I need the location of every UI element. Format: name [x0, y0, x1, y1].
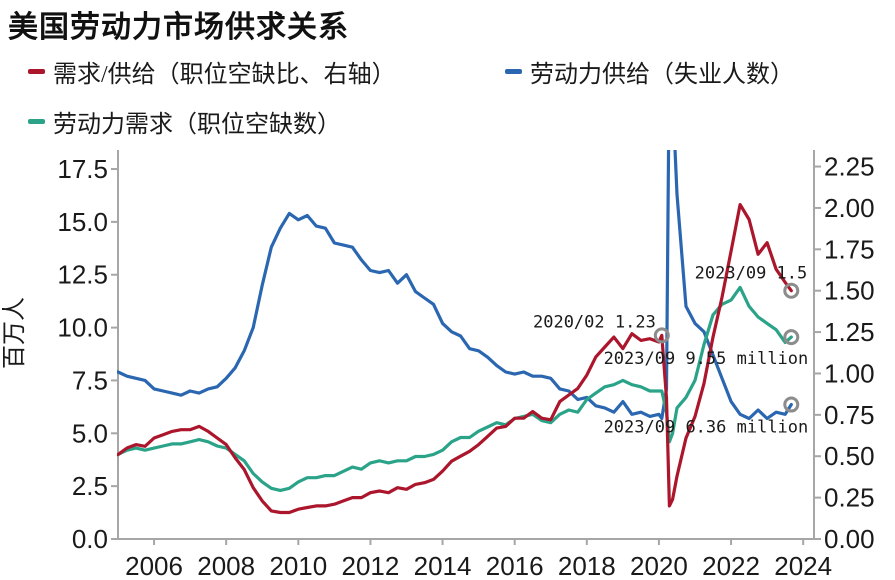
x-tick-label: 2008	[197, 551, 255, 580]
right-tick-label: 1.25	[824, 317, 875, 347]
left-tick-label: 12.5	[57, 260, 108, 290]
legend-dash-red-icon	[28, 69, 45, 74]
chart-title: 美国劳动力市场供求关系	[8, 11, 349, 44]
marker-ring	[783, 329, 800, 346]
annotation-label: 2023/09 1.5	[695, 264, 808, 284]
legend-item-ratio: 需求/供给（职位空缺比、右轴）	[28, 54, 396, 89]
series-line-2	[117, 203, 793, 515]
marker-ring	[653, 327, 670, 344]
right-tick-label: 1.50	[824, 276, 875, 306]
left-tick-label: 2.5	[72, 471, 108, 501]
legend-item-demand: 劳动力需求（职位空缺数）	[28, 104, 341, 139]
left-tick-label: 10.0	[57, 313, 108, 343]
x-tick-label: 2018	[558, 551, 616, 580]
x-tick-label: 2024	[774, 551, 832, 580]
annotation-label: 2020/02 1.23	[533, 312, 656, 332]
x-tick-label: 2010	[269, 551, 327, 580]
legend-dash-blue-icon	[505, 69, 522, 74]
legend-item-supply: 劳动力供给（失业人数）	[505, 54, 794, 89]
annotation-label: 2023/09 9.55 million	[604, 349, 809, 369]
x-tick-label: 2022	[702, 551, 760, 580]
legend-dash-green-icon	[28, 119, 45, 124]
left-tick-label: 17.5	[57, 154, 108, 184]
left-tick-label: 7.5	[72, 365, 108, 395]
right-tick-label: 0.50	[824, 441, 875, 471]
left-tick-label: 0.0	[72, 524, 108, 554]
legend-label-ratio: 需求/供给（职位空缺比、右轴）	[53, 62, 396, 88]
legend-label-demand: 劳动力需求（职位空缺数）	[53, 112, 341, 138]
marker-ring	[783, 396, 800, 413]
legend-label-supply: 劳动力供给（失业人数）	[530, 62, 794, 88]
x-tick-label: 2016	[486, 551, 544, 580]
x-tick-label: 2020	[630, 551, 688, 580]
left-tick-label: 15.0	[57, 207, 108, 237]
series-line-1	[117, 285, 793, 492]
x-tick-label: 2014	[414, 551, 472, 580]
y-axis-label-left: 百万人	[1, 297, 28, 369]
right-tick-label: 0.00	[824, 524, 875, 554]
left-tick-label: 5.0	[72, 418, 108, 448]
right-tick-label: 1.75	[824, 234, 875, 264]
right-tick-label: 1.00	[824, 358, 875, 388]
marker-ring	[783, 282, 800, 299]
x-tick-label: 2006	[125, 551, 183, 580]
right-tick-label: 0.25	[824, 483, 875, 513]
series-line-0	[117, 150, 793, 421]
right-tick-label: 2.25	[824, 152, 875, 182]
right-tick-label: 0.75	[824, 400, 875, 430]
annotation-label: 2023/09 6.36 million	[604, 418, 809, 438]
right-tick-label: 2.00	[824, 193, 875, 223]
x-tick-label: 2012	[342, 551, 400, 580]
